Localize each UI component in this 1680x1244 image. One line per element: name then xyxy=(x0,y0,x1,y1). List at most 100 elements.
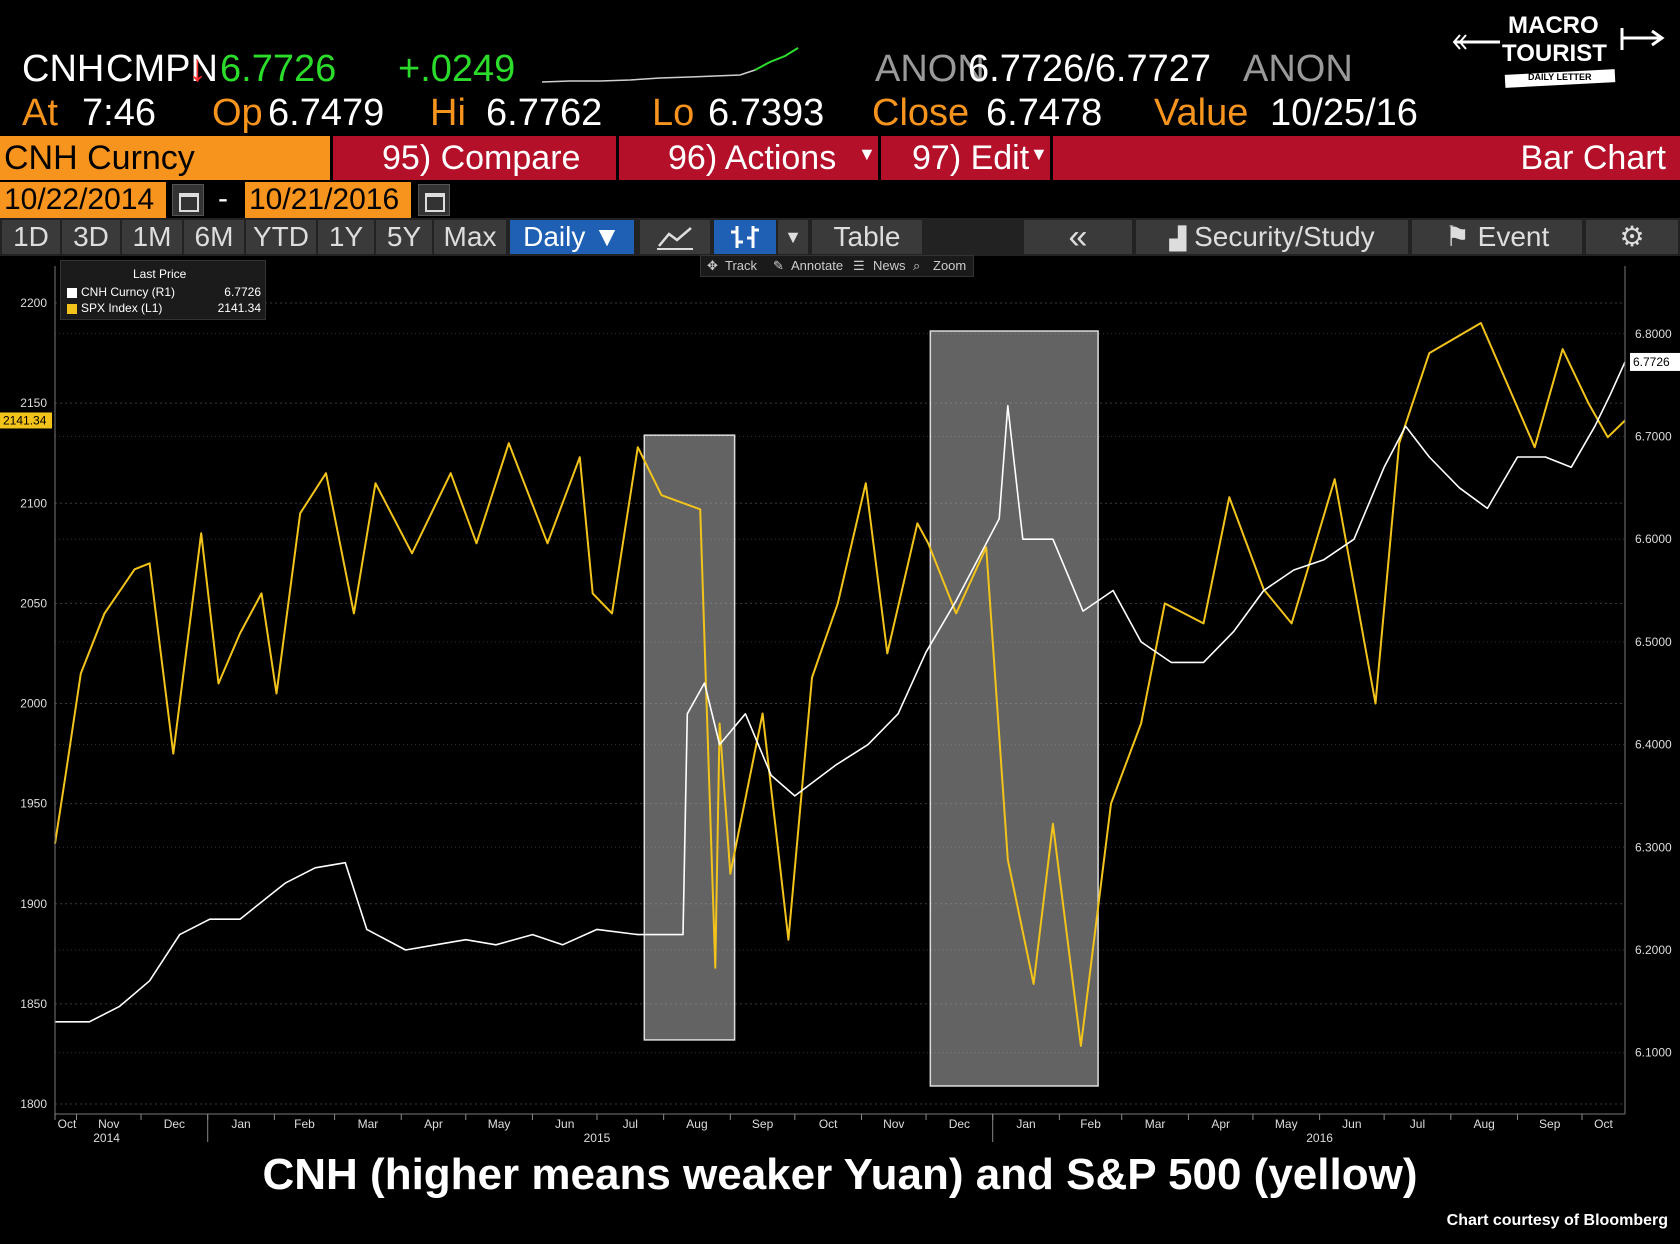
calendar-icon[interactable] xyxy=(418,184,450,216)
logo-line2: TOURIST xyxy=(1502,40,1607,67)
chevron-down-icon: ▼ xyxy=(858,144,876,164)
pricing-source: CMPN xyxy=(106,48,218,90)
event-label: Event xyxy=(1477,221,1550,252)
x-tick-label: May xyxy=(1275,1117,1298,1131)
chart-grid xyxy=(55,302,1625,1105)
period-1m[interactable]: 1M xyxy=(122,220,182,254)
x-tick-label: Oct xyxy=(58,1117,77,1131)
period-3d[interactable]: 3D xyxy=(62,220,120,254)
event-button[interactable]: ⚑ Event xyxy=(1412,220,1582,254)
zoom-button[interactable]: Zoom xyxy=(933,258,967,273)
security-study-button[interactable]: ▟ Security/Study xyxy=(1136,220,1408,254)
x-tick-label: Jul xyxy=(1410,1117,1425,1131)
period-5y[interactable]: 5Y xyxy=(376,220,432,254)
x-tick-label: Jun xyxy=(1342,1117,1361,1131)
low-value: 6.7393 xyxy=(708,92,825,134)
period-ytd[interactable]: YTD xyxy=(246,220,316,254)
open-label: Op xyxy=(212,92,263,134)
legend-title: Last Price xyxy=(133,267,187,281)
gear-icon[interactable]: ⚙ xyxy=(1586,220,1678,254)
chart-caption: CNH (higher means weaker Yuan) and S&P 5… xyxy=(262,1150,1418,1199)
right-tick-label: 6.8000 xyxy=(1635,327,1672,341)
period-1y[interactable]: 1Y xyxy=(318,220,374,254)
table-button[interactable]: Table xyxy=(812,220,922,254)
collapse-icon[interactable]: « xyxy=(1024,220,1132,254)
chart-axes: 1800 1850 1900 1950 2000 2050 2100 2150 2200 6.10… xyxy=(0,266,1680,1145)
value-date: 10/25/16 xyxy=(1270,92,1418,134)
news-icon[interactable]: ☰ xyxy=(853,258,865,273)
frequency-dropdown[interactable]: Daily ▼ xyxy=(510,220,634,254)
legend-swatch xyxy=(67,303,77,314)
period-max[interactable]: Max xyxy=(434,220,506,254)
study-icon: ▟ xyxy=(1169,226,1187,251)
start-date-field[interactable]: 10/22/2014 xyxy=(0,182,166,218)
left-tick-label: 1800 xyxy=(20,1097,47,1111)
date-range-bar: 10/22/2014 - 10/21/2016 xyxy=(0,182,1680,218)
ticker: CNH xyxy=(22,48,105,90)
legend-item[interactable]: CNH Curncy (R1) 6.7726 xyxy=(67,285,261,299)
security-study-label: Security/Study xyxy=(1194,221,1375,252)
x-tick-label: Jan xyxy=(231,1117,250,1131)
annotate-icon[interactable]: ✎ xyxy=(773,258,784,273)
line-chart-icon[interactable] xyxy=(640,220,710,254)
security-field[interactable]: CNH Curncy xyxy=(0,136,330,180)
price-chart[interactable]: 1800 1850 1900 1950 2000 2050 2100 2150 2200 6.10… xyxy=(0,256,1680,1150)
x-tick-label: Nov xyxy=(98,1117,119,1131)
left-last-value-label: 2141.34 xyxy=(3,413,47,427)
chevron-down-icon[interactable]: ▼ xyxy=(778,220,808,254)
chevron-down-icon: ▼ xyxy=(1030,144,1048,164)
compare-button[interactable]: 95) Compare xyxy=(382,139,581,177)
right-tick-label: 6.2000 xyxy=(1635,943,1672,957)
annotate-button[interactable]: Annotate xyxy=(791,258,844,273)
x-tick-label: Jun xyxy=(555,1117,574,1131)
x-tick-label: Mar xyxy=(358,1117,379,1131)
x-tick-label: Aug xyxy=(686,1117,707,1131)
chart-legend[interactable]: Last Price CNH Curncy (R1) 6.7726 SPX In… xyxy=(60,260,266,320)
period-6m[interactable]: 6M xyxy=(184,220,244,254)
right-tick-label: 6.3000 xyxy=(1635,840,1672,854)
chart-subtoolbar: ✥ Track ✎ Annotate ☰ News ⌕ Zoom xyxy=(700,255,974,277)
x-tick-label: Jan xyxy=(1016,1117,1035,1131)
right-last-value-label: 6.7726 xyxy=(1633,355,1670,369)
left-tick-label: 2100 xyxy=(20,496,47,510)
legend-item[interactable]: SPX Index (L1) 2141.34 xyxy=(67,301,261,315)
x-tick-label: Dec xyxy=(949,1117,970,1131)
macro-tourist-logo: MACRO TOURIST DAILY LETTER xyxy=(1450,10,1670,90)
zoom-icon[interactable]: ⌕ xyxy=(913,258,921,273)
low-label: Lo xyxy=(652,92,695,134)
net-change: +.0249 xyxy=(398,48,516,90)
last-price: 6.7726 xyxy=(220,48,337,90)
x-tick-label: Jul xyxy=(623,1117,638,1131)
calendar-icon[interactable] xyxy=(172,184,204,216)
legend-swatch xyxy=(67,287,77,298)
bar-chart-icon[interactable] xyxy=(714,220,776,254)
at-time: 7:46 xyxy=(82,92,156,134)
x-tick-label: Feb xyxy=(294,1117,315,1131)
news-button[interactable]: News xyxy=(873,258,906,273)
actions-button[interactable]: 96) Actions xyxy=(668,139,837,177)
left-tick-label: 1900 xyxy=(20,897,47,911)
period-1d[interactable]: 1D xyxy=(2,220,60,254)
legend-name: CNH Curncy (R1) xyxy=(81,285,176,299)
high-label: Hi xyxy=(430,92,466,134)
range-dash: - xyxy=(218,182,228,215)
end-date-field[interactable]: 10/21/2016 xyxy=(245,182,411,218)
x-year-label: 2015 xyxy=(584,1131,611,1145)
chart-type-label[interactable]: Bar Chart xyxy=(1520,139,1667,177)
x-tick-label: Oct xyxy=(1594,1117,1613,1131)
track-icon[interactable]: ✥ xyxy=(707,258,718,273)
logo-line1: MACRO xyxy=(1508,12,1599,39)
security-toolbar: CNH Curncy 95) Compare 96) Actions ▼ 97)… xyxy=(0,136,1680,180)
intraday-sparkline xyxy=(541,47,799,83)
period-toolbar: 1D 3D 1M 6M YTD 1Y 5Y Max Daily ▼ ▼ Tabl… xyxy=(0,218,1680,256)
highlight-box xyxy=(929,330,1099,1087)
track-button[interactable]: Track xyxy=(725,258,758,273)
edit-button[interactable]: 97) Edit xyxy=(912,139,1030,177)
x-tick-label: May xyxy=(488,1117,511,1131)
x-tick-label: Apr xyxy=(1211,1117,1230,1131)
x-tick-label: Feb xyxy=(1080,1117,1101,1131)
legend-value: 6.7726 xyxy=(224,285,261,299)
right-tick-label: 6.6000 xyxy=(1635,532,1672,546)
x-tick-label: Sep xyxy=(1539,1117,1561,1131)
right-tick-label: 6.4000 xyxy=(1635,738,1672,752)
